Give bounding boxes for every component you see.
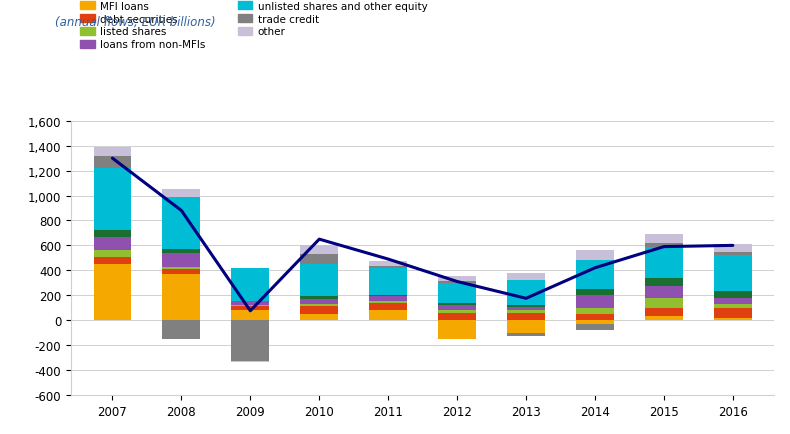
Bar (507, 320, 545, 333)
Text: (annual flows; EUR billions): (annual flows; EUR billions) (55, 15, 216, 28)
Bar (300, 304, 338, 307)
Bar (369, 297, 407, 301)
Bar (507, 333, 545, 336)
Bar (438, 306, 476, 310)
Bar (576, 251, 614, 261)
Bar (231, 269, 269, 301)
Bar (163, 270, 201, 274)
Bar (231, 362, 269, 363)
Bar (369, 301, 407, 303)
Bar (231, 320, 269, 362)
Bar (93, 169, 131, 231)
Bar (163, 190, 201, 197)
Bar (714, 256, 752, 292)
Bar (231, 301, 269, 302)
Bar (163, 250, 201, 253)
Bar (438, 304, 476, 306)
Bar (645, 317, 683, 320)
Bar (645, 243, 683, 247)
Bar (507, 310, 545, 313)
Bar (507, 307, 545, 310)
Bar (300, 314, 338, 320)
Bar (163, 274, 201, 320)
Bar (300, 264, 338, 297)
Bar (507, 313, 545, 320)
Bar (714, 308, 752, 318)
Bar (576, 314, 614, 320)
Bar (645, 278, 683, 287)
Bar (645, 287, 683, 298)
Bar (369, 310, 407, 320)
Bar (507, 306, 545, 307)
Bar (714, 252, 752, 256)
Bar (300, 299, 338, 304)
Bar (93, 257, 131, 264)
Bar (93, 231, 131, 237)
Legend: total external financing, MFI loans, debt securities, listed shares, loans from : total external financing, MFI loans, deb… (77, 0, 431, 54)
Bar (369, 295, 407, 297)
Bar (163, 320, 201, 339)
Bar (714, 292, 752, 298)
Bar (438, 310, 476, 313)
Bar (300, 297, 338, 299)
Bar (231, 306, 269, 307)
Bar (576, 261, 614, 289)
Bar (714, 304, 752, 308)
Bar (576, 308, 614, 314)
Bar (576, 296, 614, 308)
Bar (93, 148, 131, 156)
Bar (93, 264, 131, 320)
Bar (231, 310, 269, 320)
Bar (507, 273, 545, 281)
Bar (93, 251, 131, 257)
Bar (300, 307, 338, 314)
Bar (231, 307, 269, 310)
Bar (576, 320, 614, 324)
Bar (438, 281, 476, 284)
Bar (645, 298, 683, 308)
Bar (645, 247, 683, 278)
Bar (163, 267, 201, 270)
Bar (576, 289, 614, 296)
Bar (300, 254, 338, 264)
Bar (714, 298, 752, 304)
Bar (714, 245, 752, 252)
Bar (714, 318, 752, 320)
Bar (93, 237, 131, 251)
Bar (369, 269, 407, 295)
Bar (645, 308, 683, 317)
Bar (300, 246, 338, 254)
Bar (93, 156, 131, 169)
Bar (369, 303, 407, 310)
Bar (438, 284, 476, 304)
Bar (369, 266, 407, 269)
Bar (163, 197, 201, 250)
Bar (507, 281, 545, 306)
Bar (438, 313, 476, 320)
Bar (576, 324, 614, 330)
Bar (438, 276, 476, 281)
Bar (645, 235, 683, 243)
Bar (369, 261, 407, 266)
Bar (438, 320, 476, 339)
Bar (231, 302, 269, 306)
Bar (163, 253, 201, 267)
